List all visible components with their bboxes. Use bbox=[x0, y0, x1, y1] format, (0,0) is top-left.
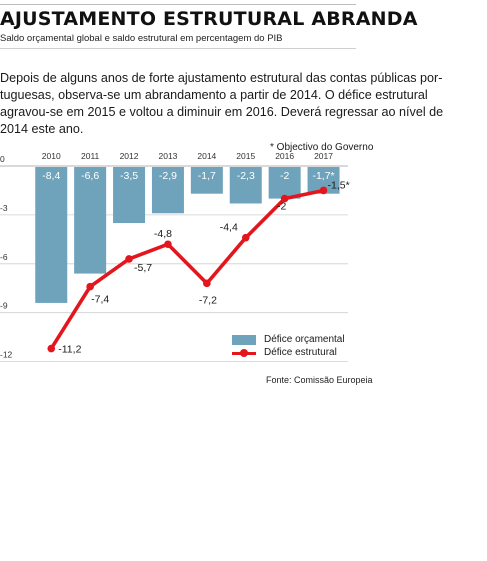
x-tick-label: 2012 bbox=[120, 151, 139, 161]
x-tick-label: 2010 bbox=[42, 151, 61, 161]
deficit-bar bbox=[113, 167, 146, 224]
source-note: Fonte: Comissão Europeia bbox=[266, 375, 373, 385]
line-value-label: -1,5* bbox=[328, 179, 350, 191]
divider-rule bbox=[0, 48, 356, 49]
y-tick-label: -6 bbox=[0, 252, 8, 262]
x-tick-label: 2011 bbox=[81, 151, 100, 161]
bar-value-label: -2,3 bbox=[237, 170, 255, 182]
chart-title: AJUSTAMENTO ESTRUTURAL ABRANDA bbox=[0, 8, 418, 30]
top-rule bbox=[0, 4, 356, 5]
line-point bbox=[125, 255, 133, 263]
deficit-bar bbox=[190, 167, 223, 194]
y-tick-label: -9 bbox=[0, 301, 8, 311]
line-point bbox=[86, 282, 94, 291]
deficit-bar bbox=[35, 167, 68, 303]
deficit-chart: 0 -3 -6 -9 -12 2010 2011 2012 2013 2014 2015 2016 20… bbox=[0, 151, 350, 363]
bar-value-label: -6,6 bbox=[81, 170, 99, 182]
government-target-note: * Objectivo do Governo bbox=[270, 142, 374, 153]
line-value-label: -7,4 bbox=[91, 294, 109, 306]
line-value-label: -4,8 bbox=[154, 228, 172, 240]
y-tick-label: -12 bbox=[0, 350, 13, 360]
intro-line: tuguesas, observa-se um abrandamento a p… bbox=[0, 88, 428, 102]
legend-label: Défice orçamental bbox=[264, 334, 345, 345]
bar-value-label: -1,7 bbox=[198, 170, 216, 182]
bar-value-label: -3,5 bbox=[120, 170, 138, 182]
deficit-bar bbox=[151, 167, 184, 214]
legend-label: Défice estrutural bbox=[264, 347, 337, 358]
bar-value-label: -2,9 bbox=[159, 170, 177, 182]
chart-subtitle: Saldo orçamental global e saldo estrutur… bbox=[0, 33, 283, 44]
line-value-label: -2 bbox=[277, 201, 286, 213]
structural-deficit-line bbox=[49, 188, 324, 350]
line-point bbox=[319, 186, 328, 195]
x-tick-label: 2017 bbox=[314, 151, 333, 161]
y-tick-label: -3 bbox=[0, 203, 8, 213]
line-value-label: -5,7 bbox=[134, 262, 152, 274]
line-point bbox=[280, 194, 289, 203]
x-tick-label: 2013 bbox=[158, 151, 177, 161]
bar-value-label: -8,4 bbox=[42, 170, 60, 182]
line-point bbox=[241, 233, 250, 242]
line-value-label: -11,2 bbox=[58, 344, 81, 356]
line-point bbox=[203, 279, 211, 288]
deficit-bar bbox=[74, 167, 107, 274]
intro-line: 2014 este ano. bbox=[0, 122, 84, 136]
deficit-bar bbox=[229, 167, 262, 204]
intro-line: agravou-se em 2015 e voltou a diminuir e… bbox=[0, 105, 444, 119]
intro-text: Depois de alguns anos de forte ajustamen… bbox=[0, 70, 444, 138]
bar-value-label: -1,7* bbox=[312, 170, 334, 182]
deficit-bar bbox=[268, 167, 301, 199]
line-value-label: -4,4 bbox=[220, 222, 238, 234]
bar-value-label: -2 bbox=[280, 170, 289, 182]
line-point bbox=[164, 240, 172, 249]
intro-line: Depois de alguns anos de forte ajustamen… bbox=[0, 71, 443, 85]
line-point bbox=[47, 344, 56, 353]
x-tick-label: 2014 bbox=[197, 151, 216, 161]
legend-swatch-marker bbox=[240, 349, 248, 357]
x-tick-label: 2015 bbox=[236, 151, 255, 161]
x-tick-label: 2016 bbox=[275, 151, 294, 161]
line-value-label: -7,2 bbox=[199, 294, 217, 306]
y-tick-label: 0 bbox=[0, 154, 5, 164]
legend-swatch-bar bbox=[232, 335, 256, 345]
